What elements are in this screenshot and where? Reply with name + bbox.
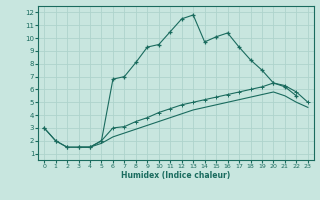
X-axis label: Humidex (Indice chaleur): Humidex (Indice chaleur) bbox=[121, 171, 231, 180]
